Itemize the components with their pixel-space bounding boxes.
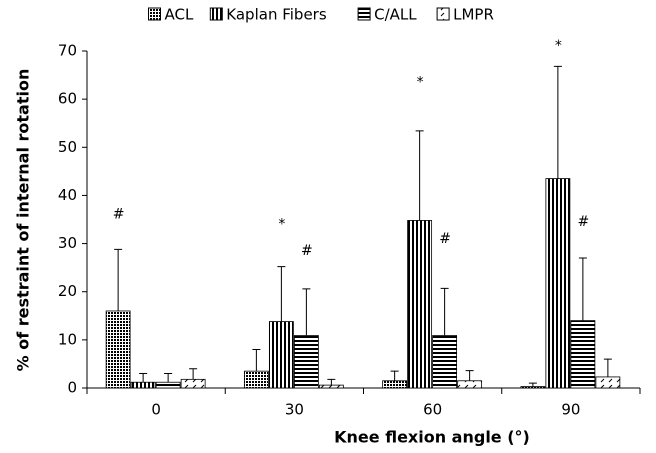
error-bar [553, 65, 562, 179]
error-bar [277, 266, 286, 322]
error-bar [189, 368, 198, 380]
y-tick-label: 0 [67, 379, 77, 397]
legend-label: ACL [165, 6, 194, 24]
annotation: * [555, 38, 562, 54]
y-tick-label: 40 [58, 186, 77, 204]
error-bar [440, 287, 449, 336]
error-bar [528, 382, 537, 387]
legend-swatch [209, 7, 223, 21]
error-bar [302, 288, 311, 336]
x-tick-label: 30 [285, 401, 304, 419]
error-bar [578, 257, 587, 321]
y-tick-label: 60 [58, 90, 77, 108]
error-bar [327, 378, 336, 386]
annotation: * [417, 74, 424, 90]
bar [243, 370, 269, 389]
error-bar [603, 358, 612, 377]
y-tick-label: 70 [58, 42, 77, 60]
error-bar [415, 130, 424, 221]
error-bar [465, 370, 474, 381]
annotation: # [578, 214, 590, 230]
error-bar [164, 373, 173, 383]
y-tick-label: 50 [58, 138, 77, 156]
annotation: # [439, 231, 451, 247]
bar [595, 376, 621, 389]
bar [457, 380, 483, 389]
error-bar [139, 373, 148, 383]
bar [382, 380, 408, 389]
bar [293, 335, 319, 389]
y-tick-label: 10 [58, 330, 77, 348]
bar [318, 384, 344, 389]
x-tick-label: 90 [561, 401, 580, 419]
error-bar [114, 248, 123, 311]
bar [180, 378, 206, 389]
x-tick-label: 0 [151, 401, 161, 419]
annotation: # [113, 207, 125, 223]
bar [545, 178, 571, 389]
annotation: # [301, 243, 313, 259]
error-bar [390, 370, 399, 381]
bar [407, 220, 433, 389]
bar [268, 321, 294, 389]
legend-label: C/ALL [374, 6, 417, 24]
x-tick-label: 60 [423, 401, 442, 419]
y-tick-label: 30 [58, 234, 77, 252]
bar [520, 386, 546, 389]
bar [432, 335, 458, 389]
y-tick-label: 20 [58, 282, 77, 300]
y-axis-title: % of restraint of internal rotation [14, 69, 33, 372]
legend-label: LMPR [453, 6, 494, 24]
legend-swatch [357, 7, 371, 21]
x-axis-title: Knee flexion angle (°) [334, 428, 530, 447]
legend-swatch [148, 7, 161, 21]
legend-label: Kaplan Fibers [226, 6, 327, 24]
bar [570, 320, 596, 389]
bar [130, 381, 156, 389]
bar [105, 310, 131, 389]
error-bar [252, 348, 261, 372]
bar [155, 381, 181, 389]
legend-swatch [436, 7, 450, 21]
annotation: * [278, 216, 285, 232]
